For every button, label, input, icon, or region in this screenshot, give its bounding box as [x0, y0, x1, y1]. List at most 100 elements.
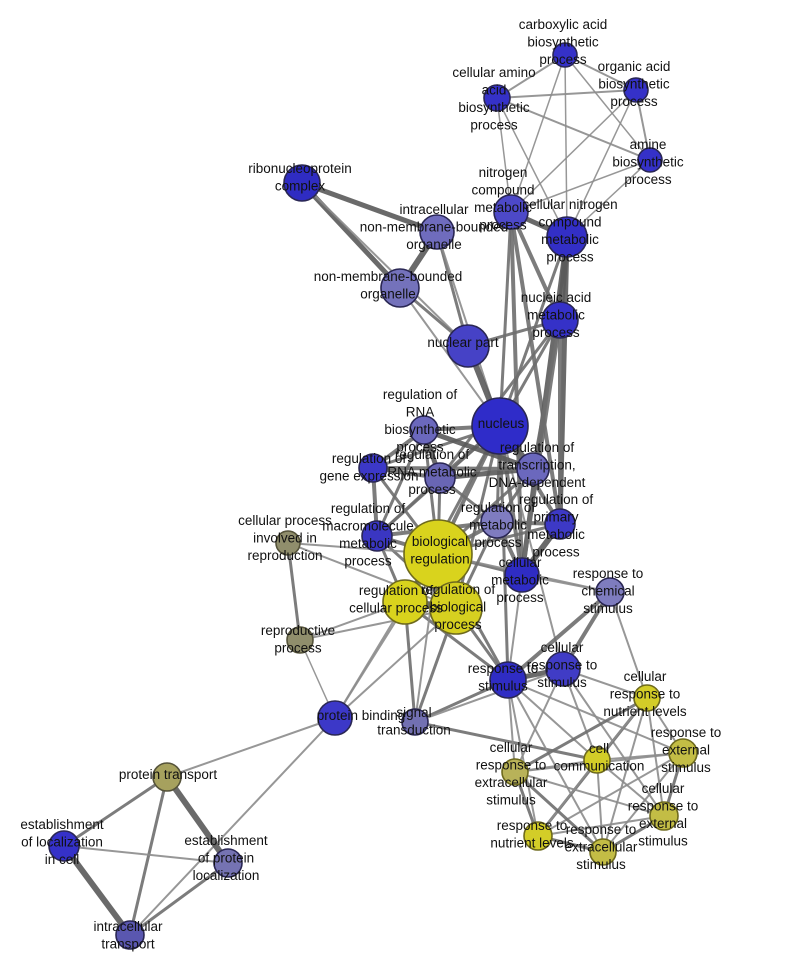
node-label-est-protein-loc: establishment of protein localization	[184, 833, 268, 883]
node-label-intra-nmb: intracellular non-membrane-bounded organel…	[360, 202, 509, 252]
node-resp-nutrient[interactable]: response to nutrient levels	[523, 821, 553, 851]
edge-nitrogen--nucleic	[509, 210, 562, 322]
node-label-cell-resp-nutrient: cellular response to nutrient levels	[603, 669, 687, 719]
node-est-loc-cell[interactable]: establishment of localization in cell	[48, 830, 80, 862]
node-cellular-amino[interactable]: cellular amino acid biosynthetic process	[483, 84, 511, 112]
node-reg-rna-bio[interactable]: regulation of RNA biosynthetic process	[409, 415, 439, 445]
node-cellular-met[interactable]: cellular metabolic process	[504, 557, 540, 593]
node-protein-binding[interactable]: protein binding	[317, 700, 353, 736]
node-reg-transcription[interactable]: regulation of transcription, DNA-depende…	[516, 452, 550, 486]
edge-protein-transport--intra-transport	[128, 775, 169, 937]
node-label-resp-stim: response to stimulus	[468, 661, 539, 694]
edge-ribo--nmb	[299, 180, 403, 291]
edge-protein-transport--est-protein-loc	[164, 774, 231, 866]
edge-protein-binding--reg-biological	[334, 607, 457, 719]
node-nmb[interactable]: non-membrane-bounded organelle	[380, 268, 420, 308]
edge-nitrogen--nucleus	[498, 210, 513, 428]
node-label-organic: organic acid biosynthetic process	[598, 59, 671, 109]
node-label-nucleic: nucleic acid metabolic process	[521, 290, 592, 340]
edge-cell-comm--resp-nutrient	[537, 759, 598, 837]
node-reg-gene-expr[interactable]: regulation of gene expression	[358, 453, 388, 483]
edge-resp-chem--cell-resp-nutrient	[609, 591, 648, 699]
node-label-resp-external: response to external stimulus	[651, 725, 722, 775]
node-label-reg-biological: regulation of biological process	[421, 582, 496, 632]
node-label-resp-extracell: response to extracellular stimulus	[565, 822, 638, 872]
node-cell-resp-nutrient[interactable]: cellular response to nutrient levels	[633, 684, 661, 712]
node-resp-chem[interactable]: response to chemical stimulus	[595, 577, 625, 607]
edge-cell-resp-stim--cell-resp-extracell	[514, 668, 564, 773]
node-label-intra-transport: intracellular transport	[93, 919, 163, 952]
node-amine[interactable]: amine biosynthetic process	[637, 147, 663, 173]
edge-est-protein-loc--intra-transport	[128, 861, 230, 937]
node-intra-transport[interactable]: intracellular transport	[115, 920, 145, 950]
node-reg-macro[interactable]: regulation of macromolecule metabolic pr…	[361, 520, 393, 552]
edge-nucleic--reg-transcription	[531, 318, 562, 471]
node-nucleus[interactable]: nucleus	[471, 397, 529, 455]
node-label-reg-rna-met: regulation of RNA metabolic process	[387, 447, 477, 497]
edge-protein-transport--est-loc-cell	[62, 775, 169, 848]
node-reg-rna-met[interactable]: regulation of RNA metabolic process	[424, 462, 456, 494]
edge-cell-comm--cell-resp-extracell	[514, 759, 598, 773]
edge-cell-resp-external--resp-nutrient	[537, 815, 665, 837]
edge-nitrogen--cellular-met	[509, 210, 524, 577]
node-cell-resp-external[interactable]: cellular response to external stimulus	[649, 801, 679, 831]
edge-ribo--intra-nmb	[299, 180, 440, 235]
node-label-repro: reproductive process	[261, 623, 335, 656]
edge-resp-stim--cell-comm	[507, 679, 598, 761]
node-resp-external[interactable]: response to external stimulus	[668, 738, 698, 768]
node-cell-comm[interactable]: cell communication	[583, 746, 611, 774]
node-organic[interactable]: organic acid biosynthetic process	[623, 77, 649, 103]
node-label-cellular-amino: cellular amino acid biosynthetic process	[452, 65, 535, 133]
node-label-resp-nutrient: response to nutrient levels	[490, 818, 574, 851]
node-label-cell-comm: cell communication	[554, 741, 645, 774]
edge-resp-stim--resp-chem	[506, 590, 612, 682]
node-carboxylic[interactable]: carboxylic acid biosynthetic process	[552, 42, 578, 68]
node-est-protein-loc[interactable]: establishment of protein localization	[213, 848, 243, 878]
node-cell-resp-extracell[interactable]: cellular response to extracellular stimu…	[501, 758, 529, 786]
node-ribo[interactable]: ribonucleoprotein complex	[283, 164, 321, 202]
node-label-cell-resp-external: cellular response to external stimulus	[628, 781, 699, 849]
node-reg-biological[interactable]: regulation of biological process	[429, 581, 483, 635]
edge-cell-resp-external--cell-resp-extracell	[514, 771, 665, 817]
edge-organic--cellular-nitrogen	[566, 89, 637, 238]
node-intra-nmb[interactable]: intracellular non-membrane-bounded organ…	[419, 214, 455, 250]
node-label-reg-rna-bio: regulation of RNA biosynthetic process	[383, 387, 458, 455]
node-repro-cell[interactable]: cellular process involved in reproductio…	[275, 530, 301, 556]
node-signal-transduction[interactable]: signal transduction	[401, 708, 429, 736]
node-protein-transport[interactable]: protein transport	[152, 762, 182, 792]
node-bio-reg[interactable]: biological regulation	[403, 519, 473, 589]
edge-reg-rna-bio--reg-macro	[375, 428, 426, 538]
node-label-carboxylic: carboxylic acid biosynthetic process	[519, 17, 608, 67]
label-layer: carboxylic acid biosynthetic processcellul…	[20, 17, 721, 952]
node-label-reg-transcription: regulation of transcription, DNA-dependent	[489, 440, 586, 490]
node-layer: carboxylic acid biosynthetic process cell…	[48, 42, 698, 950]
node-nuclear-part[interactable]: nuclear part	[446, 324, 490, 368]
node-cell-resp-stim[interactable]: cellular response to stimulus	[545, 651, 581, 687]
edge-cell-comm--resp-extracell	[596, 759, 604, 853]
node-reg-primary-met[interactable]: regulation of primary metabolic process	[544, 508, 576, 540]
node-label-reg-gene-expr: regulation of gene expression	[319, 451, 418, 484]
node-label-protein-transport: protein transport	[119, 767, 218, 782]
node-label-cell-resp-stim: cellular response to stimulus	[527, 640, 598, 690]
node-resp-extracell[interactable]: response to extracellular stimulus	[589, 838, 617, 866]
node-resp-stim[interactable]: response to stimulus	[489, 661, 527, 699]
edge-carboxylic--amine	[564, 54, 651, 161]
node-nitrogen[interactable]: nitrogen compound metabolic process	[493, 194, 529, 230]
edge-carboxylic--organic	[564, 54, 637, 91]
node-nucleic[interactable]: nucleic acid metabolic process	[541, 301, 579, 339]
edge-resp-external--resp-extracell	[602, 752, 684, 853]
node-label-signal-transduction: signal transduction	[377, 705, 451, 738]
edge-cell-resp-nutrient--resp-extracell	[602, 697, 648, 853]
node-label-reg-macro: regulation of macromolecule metabolic proce…	[322, 501, 414, 569]
node-label-cellular-met: cellular metabolic process	[491, 555, 549, 605]
node-label-nmb: non-membrane-bounded organelle	[314, 269, 463, 302]
node-repro[interactable]: reproductive process	[286, 626, 314, 654]
edge-resp-external--resp-nutrient	[537, 752, 684, 837]
node-reg-met[interactable]: regulation of metabolic process	[480, 505, 514, 539]
edge-signal-transduction--cell-comm	[413, 720, 599, 762]
node-cellular-nitrogen[interactable]: cellular nitrogen compound metabolic pro…	[546, 216, 588, 258]
edge-repro-cell--repro	[286, 541, 302, 642]
node-reg-cellular[interactable]: regulation of cellular process	[382, 579, 428, 625]
edge-nucleus--cell-resp-stim	[499, 425, 564, 670]
